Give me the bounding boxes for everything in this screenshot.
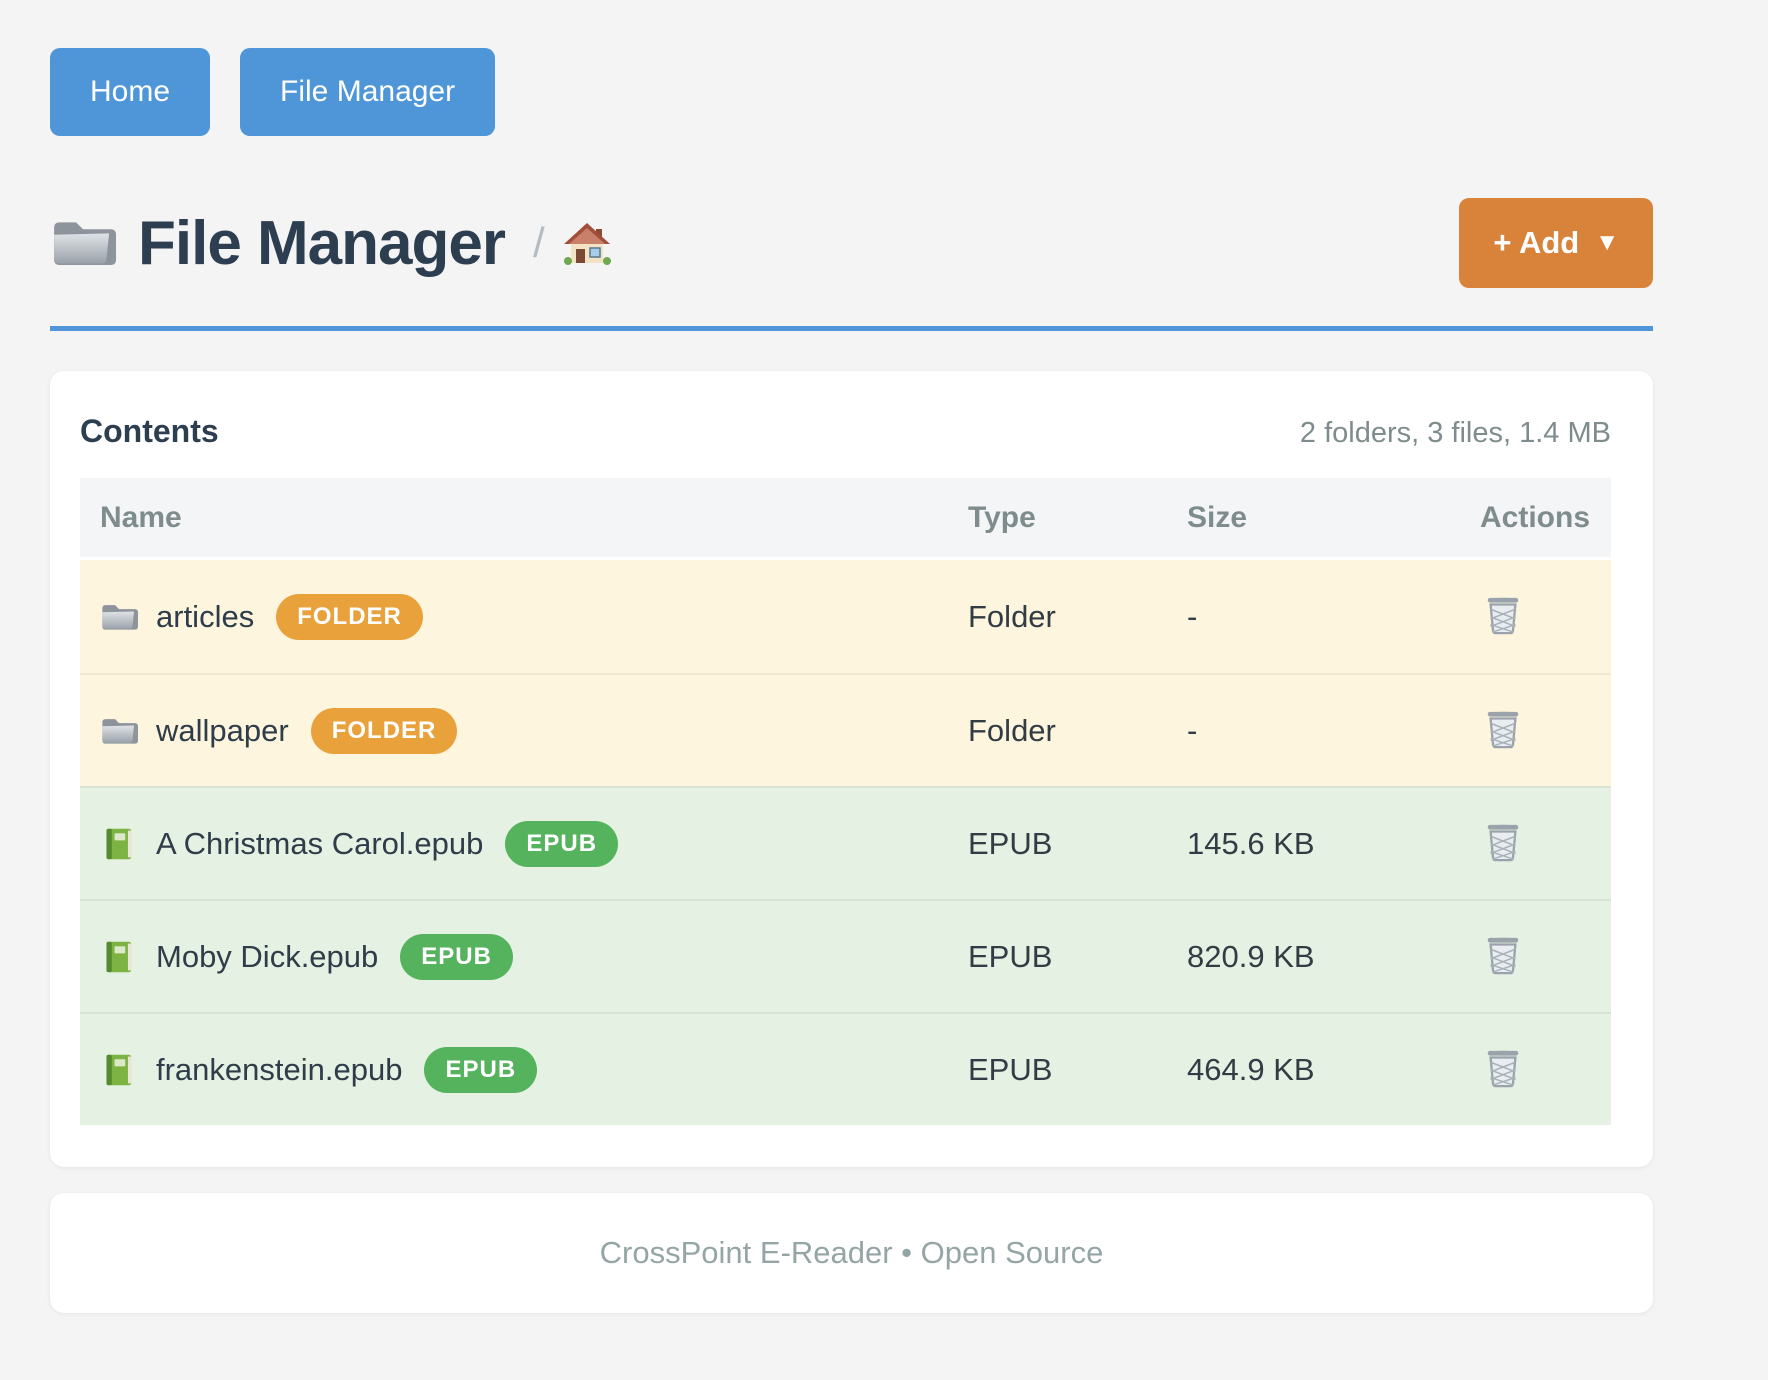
table-row[interactable]: articles FOLDER Folder -: [80, 560, 1611, 673]
file-name: Moby Dick.epub: [156, 938, 379, 974]
file-name: articles: [156, 598, 255, 634]
file-name: A Christmas Carol.epub: [156, 825, 484, 861]
table-row[interactable]: wallpaper FOLDER Folder -: [80, 673, 1611, 786]
home-icon[interactable]: [562, 220, 611, 266]
title-folder-icon: [50, 215, 138, 271]
file-name-cell[interactable]: Moby Dick.epub EPUB: [80, 933, 968, 980]
delete-button[interactable]: [1480, 930, 1526, 980]
caret-down-icon: ▼: [1595, 229, 1619, 256]
breadcrumb: /: [533, 219, 611, 267]
size-cell: -: [1187, 598, 1198, 634]
breadcrumb-separator: /: [533, 219, 545, 266]
type-badge: EPUB: [400, 933, 513, 980]
file-name-cell[interactable]: frankenstein.epub EPUB: [80, 1046, 968, 1093]
size-cell: -: [1187, 712, 1198, 748]
book-icon: [100, 1053, 138, 1087]
file-name-cell[interactable]: articles FOLDER: [80, 593, 968, 640]
delete-button[interactable]: [1480, 1043, 1526, 1093]
actions-cell: [1468, 817, 1611, 871]
table-body: articles FOLDER Folder - wallpaper FOLDE…: [80, 560, 1611, 1125]
file-name: frankenstein.epub: [156, 1051, 403, 1087]
size-cell: 464.9 KB: [1187, 1051, 1315, 1087]
add-button-label: + Add: [1493, 225, 1580, 260]
table-row[interactable]: Moby Dick.epub EPUB EPUB 820.9 KB: [80, 899, 1611, 1012]
folder-icon: [100, 714, 138, 748]
book-icon: [100, 827, 138, 861]
column-header-actions: Actions: [1480, 500, 1591, 534]
column-header-name: Name: [100, 500, 182, 534]
wastebasket-icon: [1484, 708, 1522, 750]
home-button[interactable]: Home: [50, 48, 211, 136]
delete-button[interactable]: [1480, 590, 1526, 640]
table-row[interactable]: frankenstein.epub EPUB EPUB 464.9 KB: [80, 1012, 1611, 1125]
table-header: Name Type Size Actions: [80, 478, 1611, 560]
type-cell: Folder: [968, 598, 1056, 634]
wastebasket-icon: [1484, 934, 1522, 976]
folder-icon: [100, 600, 138, 634]
actions-cell: [1468, 590, 1611, 644]
file-name-cell[interactable]: wallpaper FOLDER: [80, 707, 968, 754]
delete-button[interactable]: [1480, 817, 1526, 867]
column-header-type: Type: [968, 500, 1036, 534]
page-header: File Manager / + Add ▼: [50, 198, 1653, 288]
type-cell: EPUB: [968, 825, 1053, 861]
type-badge: FOLDER: [276, 593, 423, 640]
type-cell: EPUB: [968, 1051, 1053, 1087]
file-table: Name Type Size Actions articles FOLDER F…: [80, 478, 1611, 1125]
file-name: wallpaper: [156, 712, 289, 748]
book-icon: [100, 940, 138, 974]
actions-cell: [1468, 930, 1611, 984]
type-badge: EPUB: [424, 1046, 538, 1093]
type-badge: FOLDER: [310, 707, 458, 754]
delete-button[interactable]: [1480, 704, 1526, 754]
contents-summary: 2 folders, 3 files, 1.4 MB: [1299, 417, 1611, 449]
header-divider: [50, 326, 1653, 331]
footer-card: CrossPoint E-Reader • Open Source: [50, 1193, 1653, 1313]
contents-heading: Contents: [80, 413, 219, 449]
type-cell: Folder: [968, 712, 1056, 748]
wastebasket-icon: [1484, 1047, 1522, 1089]
file-manager-button[interactable]: File Manager: [240, 48, 496, 136]
size-cell: 145.6 KB: [1187, 825, 1315, 861]
actions-cell: [1468, 1043, 1611, 1097]
contents-card: Contents 2 folders, 3 files, 1.4 MB Name…: [50, 371, 1653, 1167]
column-header-size: Size: [1187, 500, 1248, 534]
page-title: File Manager: [138, 208, 506, 278]
top-navigation: Home File Manager: [50, 0, 1653, 136]
wastebasket-icon: [1484, 594, 1522, 636]
actions-cell: [1468, 704, 1611, 758]
footer-text: CrossPoint E-Reader • Open Source: [599, 1235, 1104, 1270]
type-badge: EPUB: [505, 820, 619, 867]
type-cell: EPUB: [968, 938, 1053, 974]
add-button[interactable]: + Add ▼: [1459, 198, 1653, 288]
table-row[interactable]: A Christmas Carol.epub EPUB EPUB 145.6 K…: [80, 786, 1611, 899]
file-name-cell[interactable]: A Christmas Carol.epub EPUB: [80, 820, 968, 867]
wastebasket-icon: [1484, 821, 1522, 863]
size-cell: 820.9 KB: [1187, 938, 1315, 974]
